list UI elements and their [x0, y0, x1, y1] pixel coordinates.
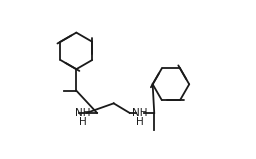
Text: NH: NH — [132, 108, 148, 118]
Text: NH: NH — [75, 108, 90, 118]
Text: H: H — [136, 117, 144, 127]
Text: H: H — [79, 117, 87, 127]
